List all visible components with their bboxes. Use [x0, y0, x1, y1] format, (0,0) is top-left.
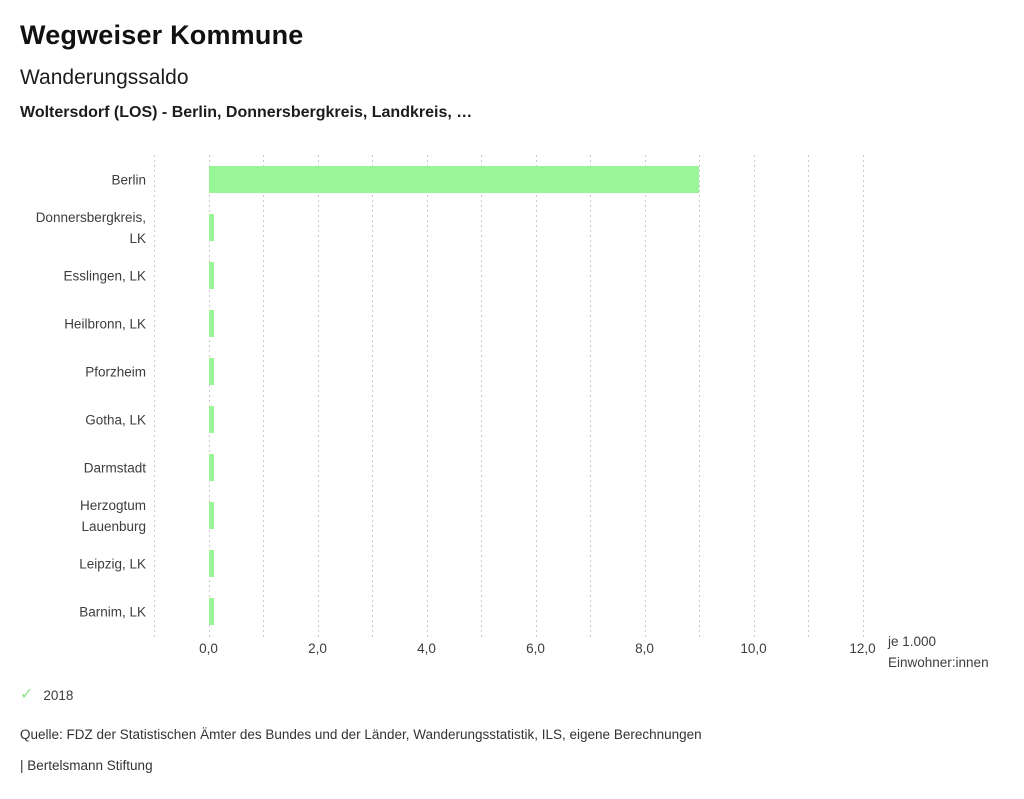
category-label: Barnim, LK	[79, 604, 146, 619]
gridline	[753, 155, 755, 637]
category-label: Donnersbergkreis, LK	[35, 209, 146, 246]
gridline	[317, 155, 319, 637]
gridline	[699, 155, 700, 637]
comparison-subtitle: Woltersdorf (LOS) - Berlin, Donnersbergk…	[20, 104, 473, 121]
bar[interactable]	[208, 262, 214, 289]
bar[interactable]	[208, 598, 214, 625]
x-tick-label: 6,0	[526, 641, 545, 656]
x-tick-label: 12,0	[849, 641, 876, 656]
category-label: Heilbronn, LK	[64, 316, 146, 331]
app-title: Wegweiser Kommune	[20, 20, 304, 50]
gridline	[862, 155, 864, 637]
gridline	[590, 155, 591, 637]
category-label: Leipzig, LK	[79, 556, 146, 571]
x-tick-label: 10,0	[740, 641, 767, 656]
bar[interactable]	[208, 454, 214, 481]
chart-title: Wanderungssaldo	[20, 66, 189, 89]
gridline	[154, 155, 155, 637]
legend-label: 2018	[43, 687, 74, 703]
category-label: Gotha, LK	[85, 412, 146, 427]
gridline	[208, 155, 210, 637]
bar[interactable]	[208, 214, 214, 241]
bar[interactable]	[208, 550, 214, 577]
x-axis-unit-line1: je 1.000	[888, 634, 937, 649]
gridline	[263, 155, 264, 637]
bar[interactable]	[208, 406, 214, 433]
category-label: Darmstadt	[83, 460, 146, 475]
bar[interactable]	[208, 502, 214, 529]
category-label: Pforzheim	[85, 364, 146, 379]
gridline	[481, 155, 482, 637]
x-axis-unit-label: je 1.000 Einwohner:innen	[888, 631, 989, 673]
bar[interactable]	[208, 358, 214, 385]
x-tick-label: 4,0	[417, 641, 436, 656]
gridline	[426, 155, 428, 637]
category-label: Herzogtum Lauenburg	[79, 497, 146, 534]
x-tick-label: 2,0	[308, 641, 327, 656]
category-label: Esslingen, LK	[63, 268, 146, 283]
gridline	[808, 155, 809, 637]
gridline	[372, 155, 373, 637]
gridline	[644, 155, 646, 637]
bar[interactable]	[208, 310, 214, 337]
bar[interactable]	[208, 166, 699, 193]
legend-item-2018[interactable]: ✓ 2018	[20, 687, 73, 703]
x-axis-unit-line2: Einwohner:innen	[888, 655, 989, 670]
gridline	[535, 155, 537, 637]
check-icon: ✓	[20, 686, 34, 703]
source-text: Quelle: FDZ der Statistischen Ämter des …	[20, 727, 702, 742]
category-label: Berlin	[111, 172, 146, 187]
x-tick-label: 8,0	[635, 641, 654, 656]
x-tick-label: 0,0	[199, 641, 218, 656]
attribution-text: | Bertelsmann Stiftung	[20, 758, 153, 773]
